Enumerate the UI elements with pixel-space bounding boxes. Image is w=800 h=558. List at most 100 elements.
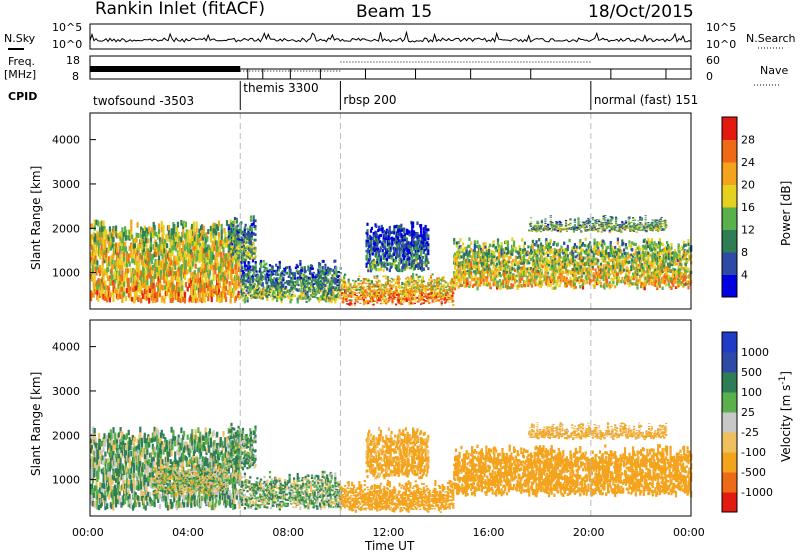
heatmap-cell [168,225,170,230]
heatmap-cell [381,288,383,290]
heatmap-cell [285,286,287,289]
heatmap-cell [372,237,374,240]
heatmap-cell [451,291,453,293]
heatmap-cell [408,285,410,287]
heatmap-cell [398,265,400,268]
heatmap-cell [524,242,526,245]
heatmap-cell [266,267,268,270]
heatmap-cell [123,287,125,292]
heatmap-cell [125,230,127,236]
heatmap-cell [192,261,194,266]
heatmap-cell [181,280,183,285]
heatmap-cell [315,295,317,297]
heatmap-cell [119,254,121,259]
heatmap-cell [376,302,378,304]
heatmap-cell [363,286,365,288]
heatmap-cell [221,297,223,303]
heatmap-cell [446,291,448,292]
heatmap-cell [427,299,429,300]
heatmap-cell [246,241,248,244]
heatmap-cell [394,297,396,298]
heatmap-cell [349,285,351,287]
heatmap-cell [438,285,440,287]
heatmap-cell [366,283,368,285]
heatmap-cell [452,292,454,294]
heatmap-cell [109,297,111,302]
heatmap-cell [206,236,208,241]
heatmap-cell [266,298,268,301]
heatmap-cell [401,303,403,305]
heatmap-cell [282,277,284,279]
heatmap-cell [171,266,173,271]
heatmap-cell [452,300,454,302]
heatmap-cell [103,221,105,227]
heatmap-cell [335,287,337,290]
heatmap-cell [343,277,345,279]
heatmap-cell [393,298,395,300]
heatmap-cell [219,283,221,288]
heatmap-cell [470,261,472,264]
heatmap-cell [370,292,372,294]
heatmap-cell [306,301,308,303]
heatmap-cell [250,219,252,222]
heatmap-cell [156,297,158,302]
heatmap-cell [174,265,176,270]
heatmap-cell [412,298,414,300]
heatmap-cell [254,250,256,253]
heatmap-cell [297,280,299,283]
heatmap-cell [254,228,256,231]
heatmap-cell [420,224,422,227]
heatmap-cell [357,280,359,282]
heatmap-cell [542,265,544,268]
heatmap-cell [286,272,288,275]
heatmap-cell [134,243,136,248]
heatmap-cell [253,215,255,218]
heatmap-cell [521,238,523,242]
heatmap-cell [289,266,291,269]
heatmap-cell [360,280,362,282]
heatmap-cell [154,285,156,290]
heatmap-cell [551,251,553,254]
heatmap-cell [217,226,219,231]
heatmap-cell [315,286,317,288]
heatmap-cell [427,237,429,240]
heatmap-cell [431,290,433,292]
heatmap-cell [251,226,253,229]
heatmap-cell [523,264,525,267]
heatmap-cell [138,262,140,268]
heatmap-cell [196,227,198,233]
heatmap-cell [112,259,114,264]
heatmap-cell [531,285,533,288]
heatmap-cell [260,266,262,269]
heatmap-cell [538,238,540,241]
heatmap-cell [257,275,259,277]
heatmap-cell [231,243,233,245]
heatmap-cell [393,284,395,286]
heatmap-cell [284,270,286,272]
heatmap-cell [415,280,417,282]
heatmap-cell [476,258,478,261]
heatmap-cell [245,293,247,295]
heatmap-cell [560,246,562,249]
heatmap-cell [184,292,186,298]
heatmap-cell [484,242,486,245]
heatmap-cell [262,282,264,284]
heatmap-cell [254,255,256,258]
heatmap-cell [380,234,382,237]
heatmap-cell [297,265,299,268]
heatmap-cell [371,227,373,230]
heatmap-cell [427,252,429,255]
heatmap-cell [369,258,371,261]
beam-title: Beam 15 [356,2,432,22]
heatmap-cell [518,245,520,248]
heatmap-cell [301,269,303,272]
heatmap-cell [254,219,256,222]
heatmap-cell [408,278,410,280]
heatmap-cell [567,248,569,251]
heatmap-cell [370,240,372,244]
heatmap-cell [227,274,229,279]
heatmap-cell [531,275,533,278]
heatmap-cell [185,282,187,288]
heatmap-cell [382,303,384,304]
heatmap-cell [480,281,482,284]
